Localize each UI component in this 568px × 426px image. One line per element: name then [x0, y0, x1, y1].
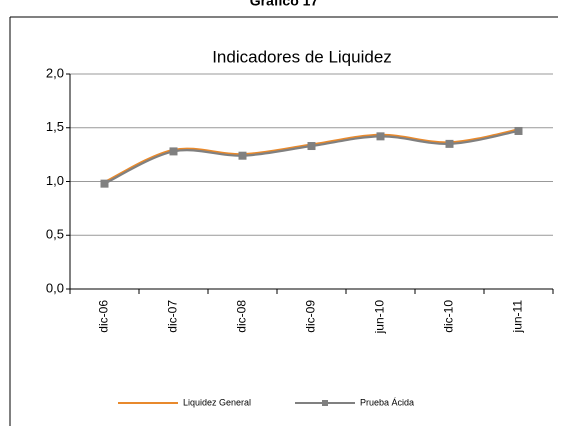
- y-tick-label: 1,5: [46, 119, 64, 134]
- x-tick-label: dic-08: [235, 300, 249, 333]
- series-line: [103, 128, 519, 184]
- y-tick-label: 0,5: [46, 227, 64, 242]
- marker: [307, 142, 316, 151]
- y-tick-label: 0,0: [46, 280, 64, 295]
- marker: [238, 151, 247, 160]
- marker: [169, 147, 178, 156]
- x-tick-label: jun-10: [373, 300, 387, 335]
- legend-label: Liquidez General: [183, 397, 251, 407]
- legend-label: Prueba Ácida: [360, 397, 414, 407]
- x-tick-label: dic-07: [166, 300, 180, 333]
- marker: [445, 139, 454, 148]
- legend-marker: [322, 400, 328, 406]
- series-line: [104, 129, 519, 185]
- y-tick-label: 1,0: [46, 173, 64, 188]
- marker: [514, 126, 523, 135]
- chart-title: Indicadores de Liquidez: [212, 47, 392, 66]
- chart-caption: Gráfico 17: [250, 0, 319, 9]
- y-tick-label: 2,0: [46, 65, 64, 80]
- x-tick-label: dic-09: [304, 300, 318, 333]
- x-tick-label: jun-11: [511, 300, 525, 334]
- x-tick-label: dic-06: [97, 300, 111, 333]
- x-tick-label: dic-10: [442, 300, 456, 333]
- marker: [376, 132, 385, 141]
- marker: [100, 179, 109, 188]
